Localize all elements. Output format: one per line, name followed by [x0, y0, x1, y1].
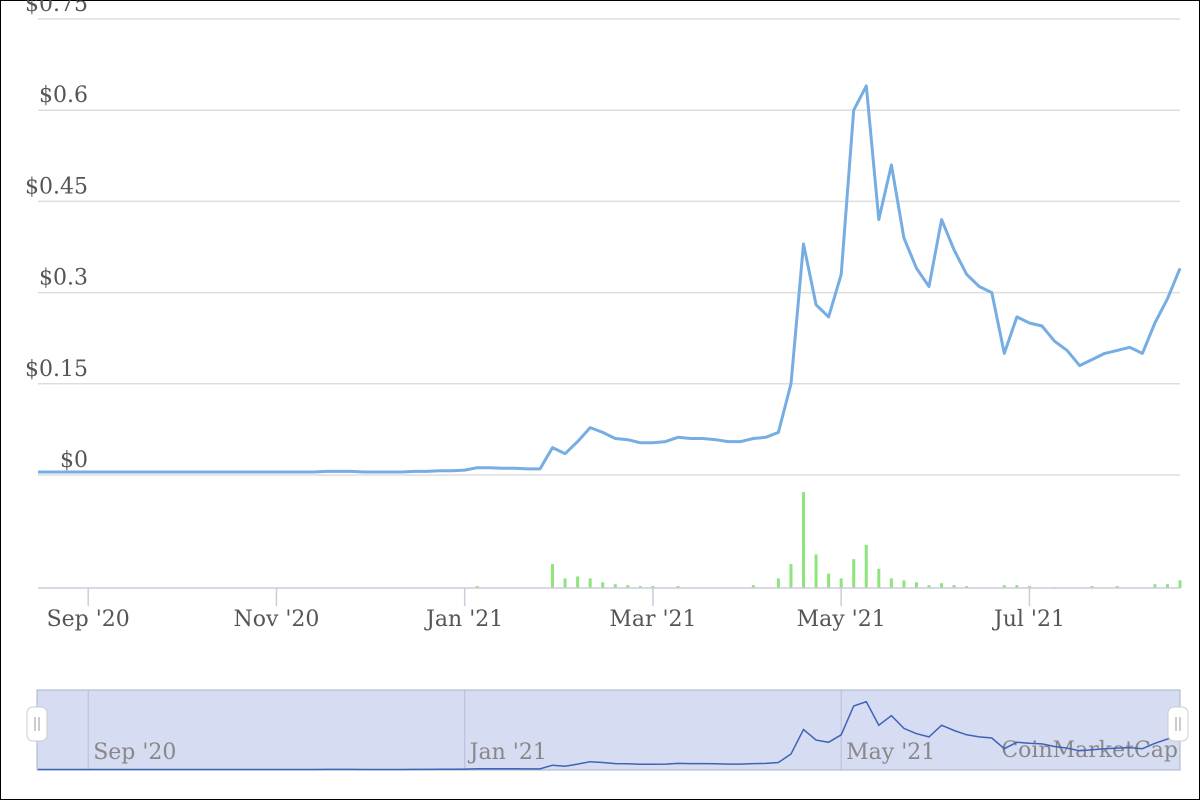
navigator-handle[interactable]: [26, 706, 48, 742]
volume-bar: [576, 576, 580, 588]
navigator[interactable]: [36, 689, 1181, 771]
x-tick-label: Jan '21: [424, 607, 503, 632]
volume-bar: [1015, 585, 1019, 588]
volume-bar: [789, 564, 793, 588]
volume-bar: [1002, 585, 1006, 588]
volume-bar: [1090, 586, 1094, 588]
volume-bar: [601, 582, 605, 588]
navigator-label: Jan '21: [468, 740, 547, 765]
y-tick-label: $0.15: [25, 357, 88, 382]
volume-bar: [839, 578, 843, 588]
volume-bar: [638, 586, 642, 588]
volume-bar: [864, 544, 868, 588]
volume-bar: [877, 568, 881, 588]
volume-bar: [889, 578, 893, 588]
volume-bar: [902, 580, 906, 588]
volume-bar: [563, 578, 567, 588]
volume-bar: [751, 585, 755, 588]
volume-bar: [626, 585, 630, 588]
navigator-handle[interactable]: [1167, 706, 1189, 742]
volume-bar: [613, 584, 617, 588]
y-tick-label: $0.75: [25, 0, 88, 17]
volume-bar: [940, 583, 944, 588]
volume-bar: [676, 586, 680, 588]
price-line: [38, 84, 1182, 474]
volume-bar: [814, 554, 818, 588]
volume-bar: [852, 559, 856, 588]
volume-bar: [914, 582, 918, 588]
navigator-label: Sep '20: [93, 740, 176, 765]
volume-bar: [1115, 586, 1119, 588]
volume-bar: [952, 585, 956, 588]
volume-bar: [651, 586, 655, 588]
x-tick-label: Nov '20: [233, 607, 319, 632]
x-tick-label: Sep '20: [47, 607, 130, 632]
volume-bar: [551, 564, 555, 588]
navigator-label: May '21: [846, 740, 935, 765]
volume-bar: [802, 492, 806, 588]
volume-bar: [776, 578, 780, 588]
y-tick-label: $0.6: [39, 83, 88, 108]
y-tick-label: $0: [60, 448, 88, 473]
volume-bar: [1165, 584, 1169, 588]
volume-bar: [475, 586, 479, 588]
volume-bar: [1153, 584, 1157, 588]
y-tick-label: $0.3: [39, 266, 88, 291]
volume-bar: [927, 585, 931, 588]
navigator-line: [38, 700, 1181, 771]
volume-bar: [1027, 586, 1031, 588]
volume-bar: [965, 586, 969, 588]
y-tick-label: $0.45: [25, 174, 88, 199]
volume-bar: [1178, 580, 1182, 588]
x-tick-label: May '21: [797, 607, 886, 632]
x-tick-label: Jul '21: [992, 607, 1065, 632]
x-tick-label: Mar '21: [609, 607, 696, 632]
volume-bar: [827, 573, 831, 588]
volume-bar: [588, 578, 592, 588]
